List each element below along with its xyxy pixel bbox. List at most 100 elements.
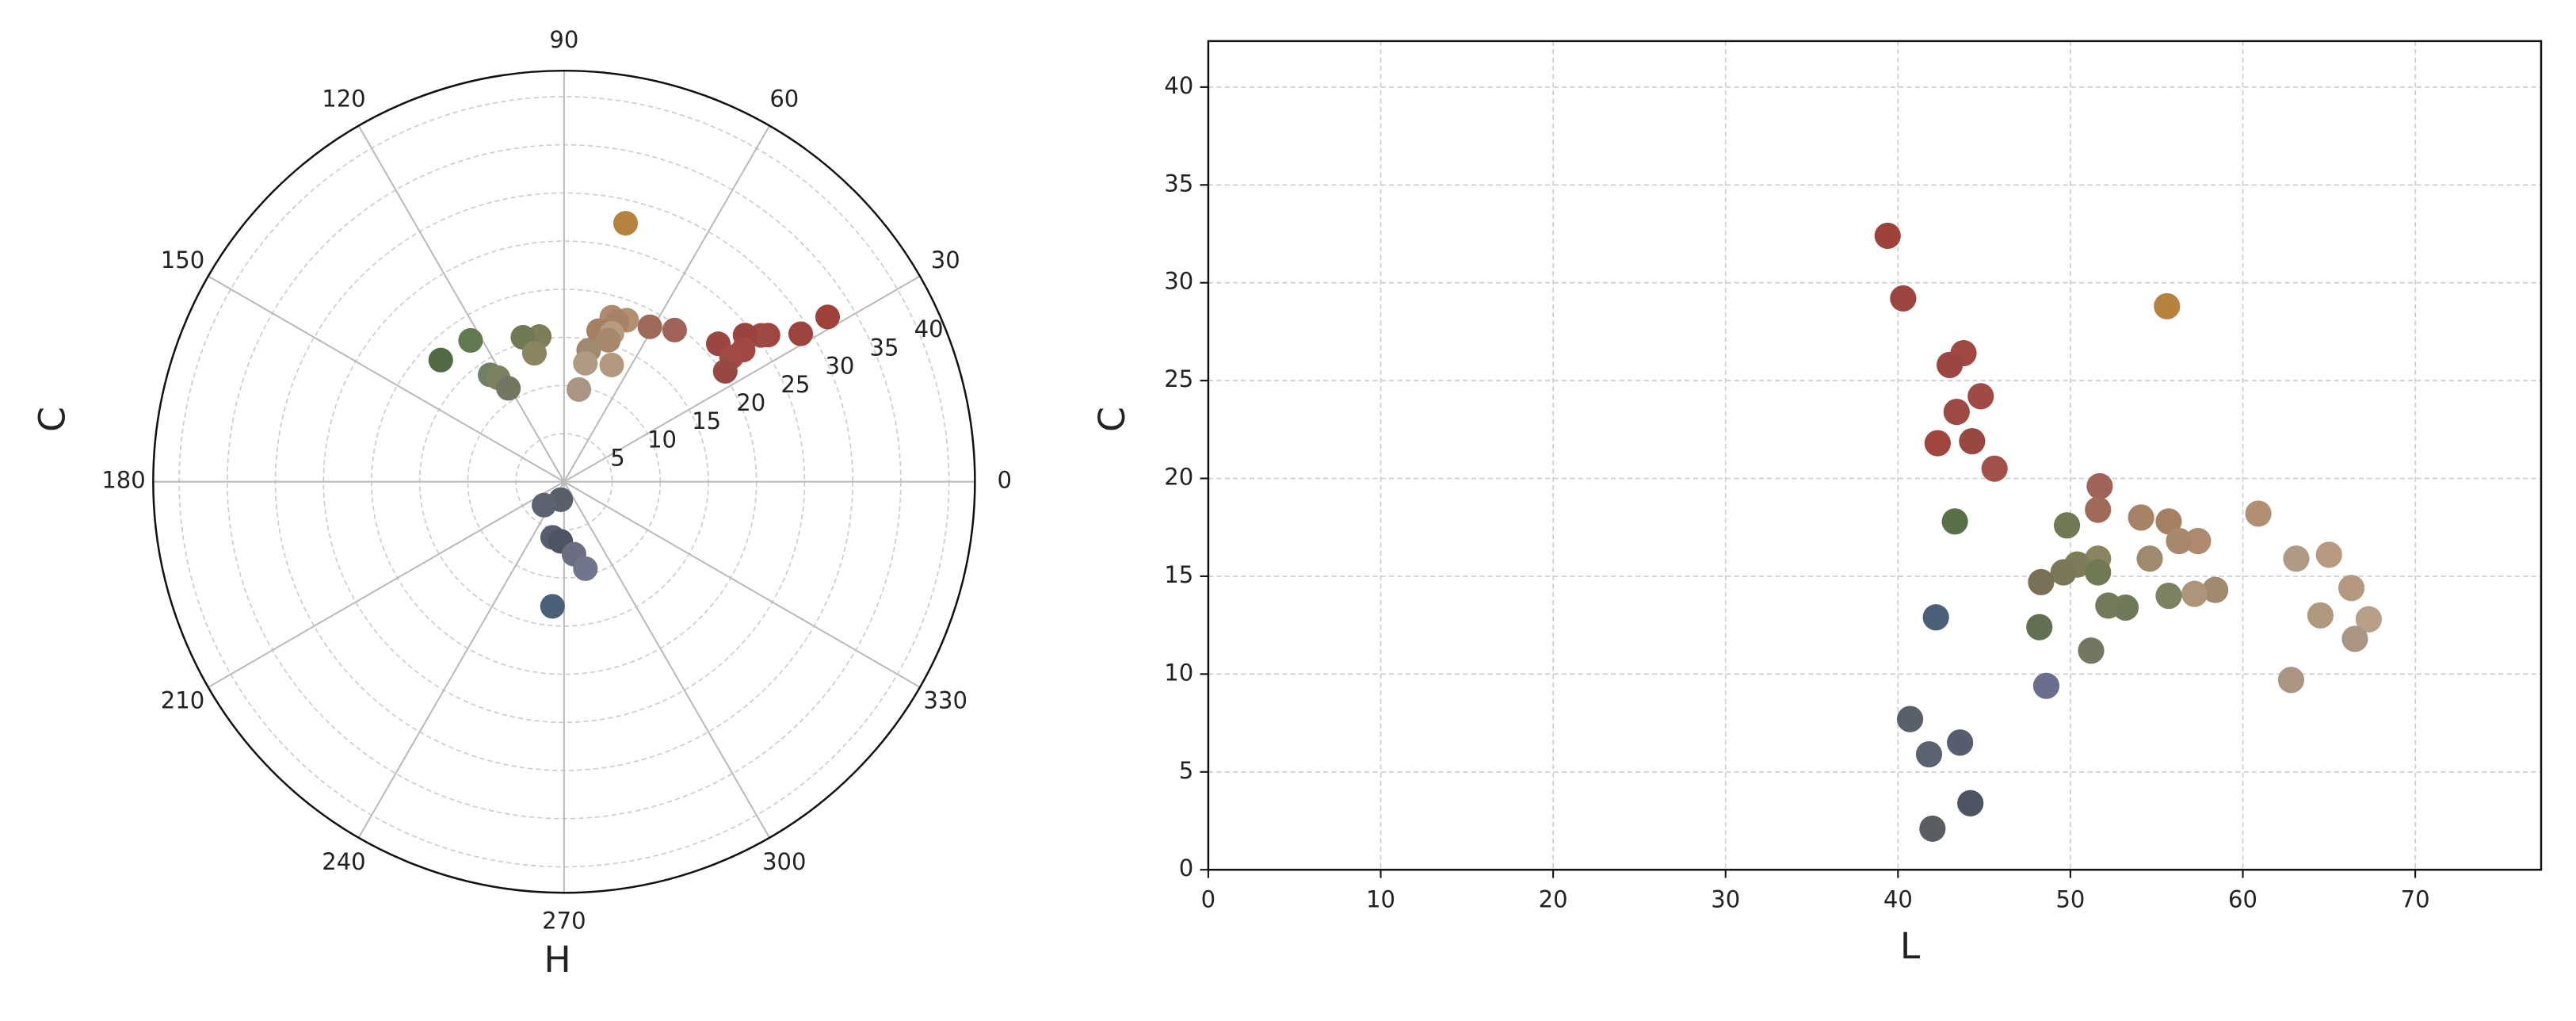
point (599, 352, 624, 377)
r-tick-label: 5 (610, 445, 624, 472)
point (637, 314, 662, 339)
point (566, 377, 592, 402)
r-tick-label: 40 (914, 315, 944, 342)
r-tick-label: 30 (825, 353, 854, 380)
y-tick-label: 40 (1164, 72, 1193, 99)
polar-frame (152, 69, 976, 894)
point (613, 211, 639, 236)
point (815, 304, 841, 330)
point (1943, 399, 1970, 426)
y-tick-label: 30 (1164, 268, 1193, 295)
y-axis-label: C (1091, 407, 1133, 432)
point (1915, 740, 1943, 768)
point (788, 321, 814, 346)
grid-spoke (357, 481, 565, 839)
x-tick-label: 60 (2228, 886, 2257, 913)
theta-tick-label: 330 (924, 687, 967, 714)
point (1957, 790, 1984, 816)
theta-tick-label: 90 (549, 26, 578, 53)
point (2050, 559, 2077, 586)
point (573, 350, 598, 376)
point (540, 594, 565, 619)
grid-spoke (208, 480, 565, 688)
point (458, 327, 483, 354)
plot-frame (1207, 40, 2543, 871)
y-tick-label: 5 (1179, 757, 1193, 784)
point (496, 376, 521, 401)
point (1981, 455, 2008, 482)
point (2307, 602, 2334, 629)
x-tick-label: 30 (1711, 886, 1740, 913)
point (2085, 559, 2112, 586)
point (1924, 430, 1951, 457)
point (1947, 729, 1974, 756)
point (1922, 604, 1949, 631)
theta-tick-label: 300 (762, 848, 806, 875)
point (2315, 541, 2342, 568)
grid-spoke (357, 125, 565, 483)
x-tick-label: 50 (2055, 886, 2085, 913)
point (2202, 576, 2229, 603)
theta-tick-label: 150 (161, 247, 204, 273)
point (2032, 672, 2060, 699)
point (2112, 594, 2139, 621)
x-tick-label: 20 (1539, 886, 1568, 913)
point (2155, 583, 2182, 610)
theta-tick-label: 210 (161, 687, 204, 714)
point (573, 556, 598, 581)
point (428, 347, 453, 373)
point (1896, 706, 1924, 732)
point (2136, 545, 2163, 572)
x-axis-label: L (1900, 925, 1921, 967)
point (2355, 606, 2382, 633)
r-tick-label: 20 (736, 389, 765, 416)
theta-tick-label: 180 (101, 467, 145, 494)
point (1937, 351, 1963, 378)
point (532, 492, 557, 518)
grid-spoke (208, 275, 565, 483)
point (2085, 496, 2112, 523)
point (1919, 815, 1946, 842)
theta-tick-label: 0 (997, 467, 1011, 494)
grid-spoke (563, 275, 921, 483)
y-tick-label: 15 (1164, 561, 1193, 588)
point (2026, 614, 2053, 641)
point (1967, 383, 1994, 410)
point (2053, 512, 2081, 539)
x-tick-label: 70 (2401, 886, 2430, 913)
theta-tick-label: 30 (931, 247, 960, 273)
r-tick-label: 25 (780, 371, 810, 398)
point (2155, 508, 2182, 535)
point (2028, 568, 2055, 595)
point (2277, 667, 2305, 694)
point (2245, 500, 2272, 527)
point (521, 341, 548, 366)
y-tick-label: 20 (1164, 464, 1193, 491)
y-tick-label: 25 (1164, 365, 1193, 392)
point (2128, 504, 2154, 531)
point (596, 327, 621, 353)
x-axis-label: H (544, 939, 571, 981)
point (1874, 222, 1901, 250)
r-tick-label: 15 (692, 407, 721, 434)
theta-tick-label: 270 (542, 908, 586, 935)
point (712, 358, 738, 384)
point (2086, 472, 2113, 499)
point (2338, 575, 2365, 602)
theta-tick-label: 240 (322, 848, 365, 875)
point (2283, 545, 2310, 572)
point (1941, 508, 1968, 535)
point (2078, 637, 2105, 664)
point (1890, 285, 1917, 312)
x-tick-label: 40 (1883, 886, 1913, 913)
grid-spoke (563, 480, 921, 688)
theta-tick-label: 120 (322, 85, 365, 112)
y-tick-label: 10 (1164, 659, 1193, 686)
y-tick-label: 0 (1179, 855, 1193, 881)
point (2185, 527, 2212, 555)
y-tick-label: 35 (1164, 170, 1193, 197)
point (1959, 428, 1986, 455)
point (2341, 625, 2368, 652)
grid-spoke (563, 125, 771, 483)
